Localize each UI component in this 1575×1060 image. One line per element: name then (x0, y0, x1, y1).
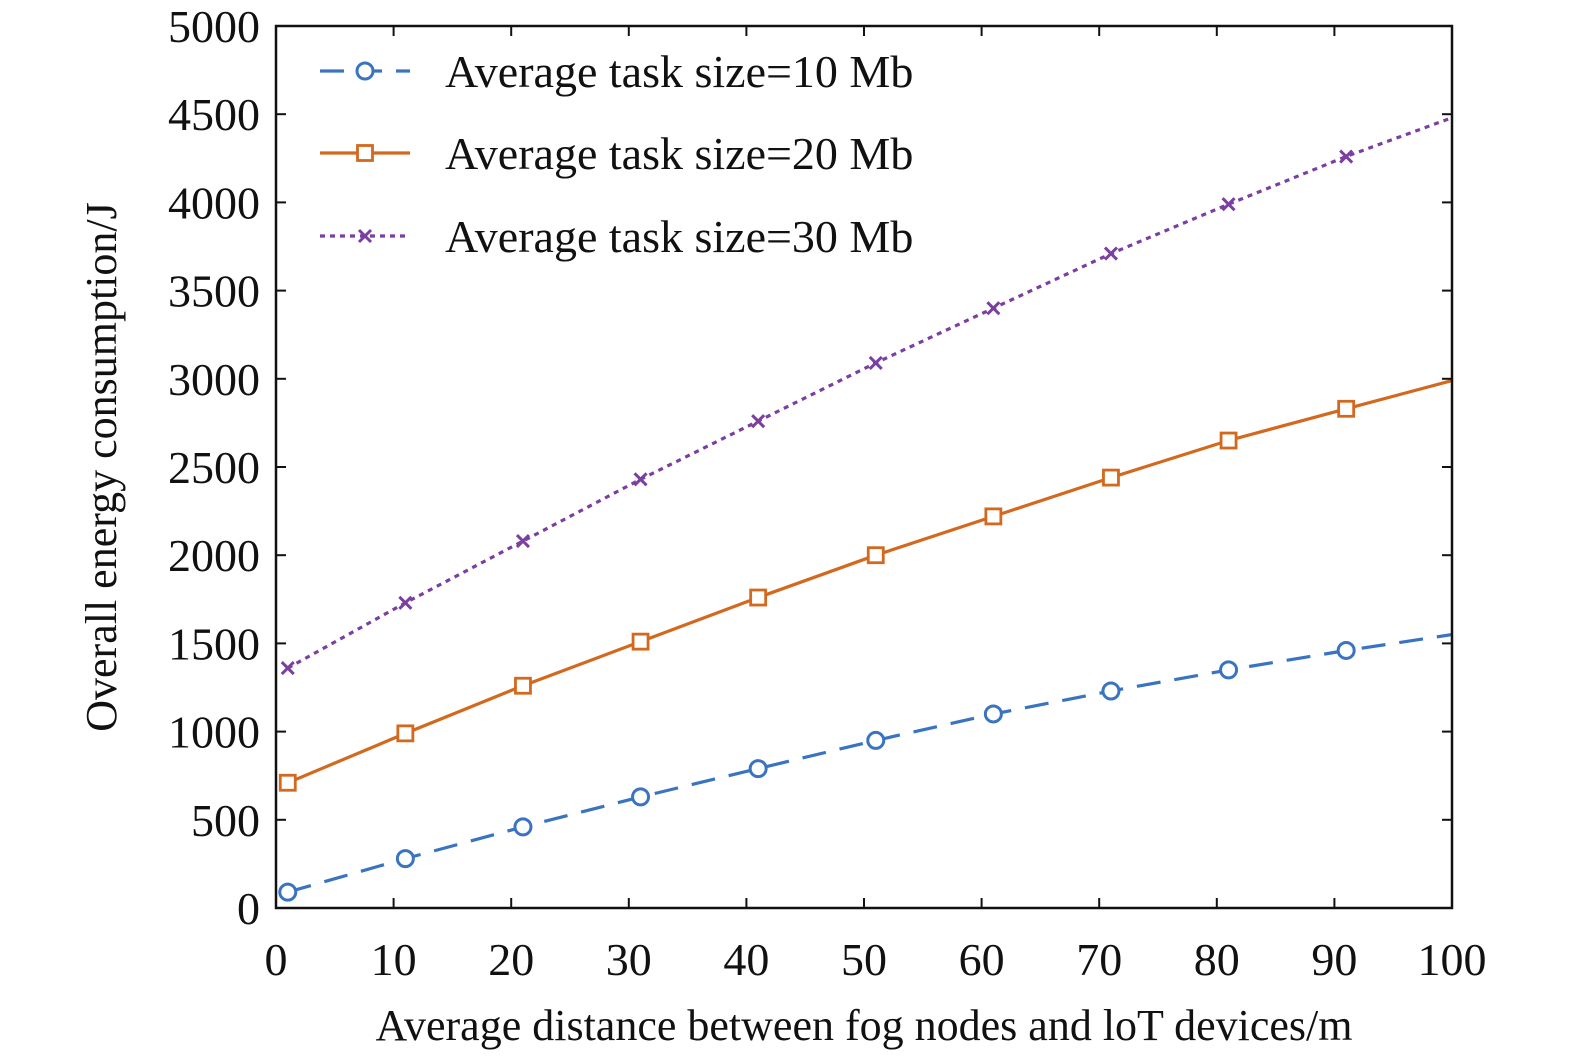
y-tick-label: 500 (191, 795, 260, 846)
data-point (396, 724, 415, 743)
x-tick-label: 10 (371, 934, 417, 985)
data-point (633, 472, 648, 487)
x-tick-label: 90 (1311, 934, 1357, 985)
data-point (866, 730, 886, 750)
series-1 (278, 633, 1453, 902)
y-tick-label: 3500 (168, 266, 260, 317)
x-tick-label: 60 (959, 934, 1005, 985)
data-point (278, 882, 298, 902)
x-tick-label: 70 (1076, 934, 1122, 985)
data-point (984, 507, 1003, 526)
data-point (1221, 197, 1236, 212)
data-point (866, 546, 885, 565)
y-tick-label: 1500 (168, 618, 260, 669)
legend: Average task size=10 Mb Average task size… (320, 46, 913, 262)
x-tick-label: 0 (265, 934, 288, 985)
x-tick-label: 100 (1418, 934, 1487, 985)
data-point (1103, 246, 1119, 261)
y-tick-label: 1000 (168, 707, 260, 758)
data-point (631, 787, 651, 807)
legend-marker (356, 144, 374, 162)
data-point (1336, 640, 1356, 660)
data-point (280, 661, 295, 676)
series-line (287, 116, 1453, 670)
legend-label: Average task size=30 Mb (445, 211, 913, 262)
data-point (1339, 149, 1354, 164)
data-point (1219, 431, 1238, 450)
y-tick-label: 5000 (168, 1, 260, 52)
data-point (631, 632, 650, 651)
data-point (983, 704, 1003, 724)
y-tick-label: 0 (237, 883, 260, 934)
series-2 (278, 379, 1453, 792)
y-tick-label: 4500 (168, 89, 260, 140)
data-point (1101, 681, 1121, 701)
y-tick-label: 2000 (168, 530, 260, 581)
y-tick-label: 4000 (168, 177, 260, 228)
y-tick-label: 3000 (168, 354, 260, 405)
x-axis-title: Average distance between fog nodes and l… (375, 1001, 1352, 1050)
y-axis-title: Overall energy consumption/J (77, 202, 126, 732)
data-point (748, 759, 768, 779)
data-point (278, 773, 297, 792)
ticks-layer: 0 10 20 30 40 50 60 70 80 90 100050010001500200025… (168, 1, 1487, 985)
legend-label: Average task size=20 Mb (445, 128, 913, 179)
series-3 (280, 116, 1453, 676)
x-tick-label: 50 (841, 934, 887, 985)
data-point (1219, 660, 1239, 680)
series-line (287, 379, 1453, 785)
data-point (398, 595, 413, 610)
data-point (1102, 468, 1120, 487)
data-point (515, 534, 531, 549)
data-point (986, 301, 1001, 316)
legend-marker (357, 228, 373, 244)
x-tick-label: 80 (1194, 934, 1240, 985)
data-point (868, 355, 883, 370)
series-layer (278, 116, 1453, 902)
data-point (514, 676, 532, 695)
x-tick-label: 30 (606, 934, 652, 985)
series-line (287, 633, 1453, 894)
y-tick-label: 2500 (168, 442, 260, 493)
x-tick-label: 40 (723, 934, 769, 985)
data-point (513, 817, 533, 837)
legend-marker (355, 61, 375, 81)
data-point (749, 588, 768, 607)
data-point (395, 849, 415, 869)
legend-label: Average task size=10 Mb (445, 46, 913, 97)
x-tick-label: 20 (488, 934, 534, 985)
data-point (1337, 399, 1356, 418)
data-point (751, 414, 766, 429)
